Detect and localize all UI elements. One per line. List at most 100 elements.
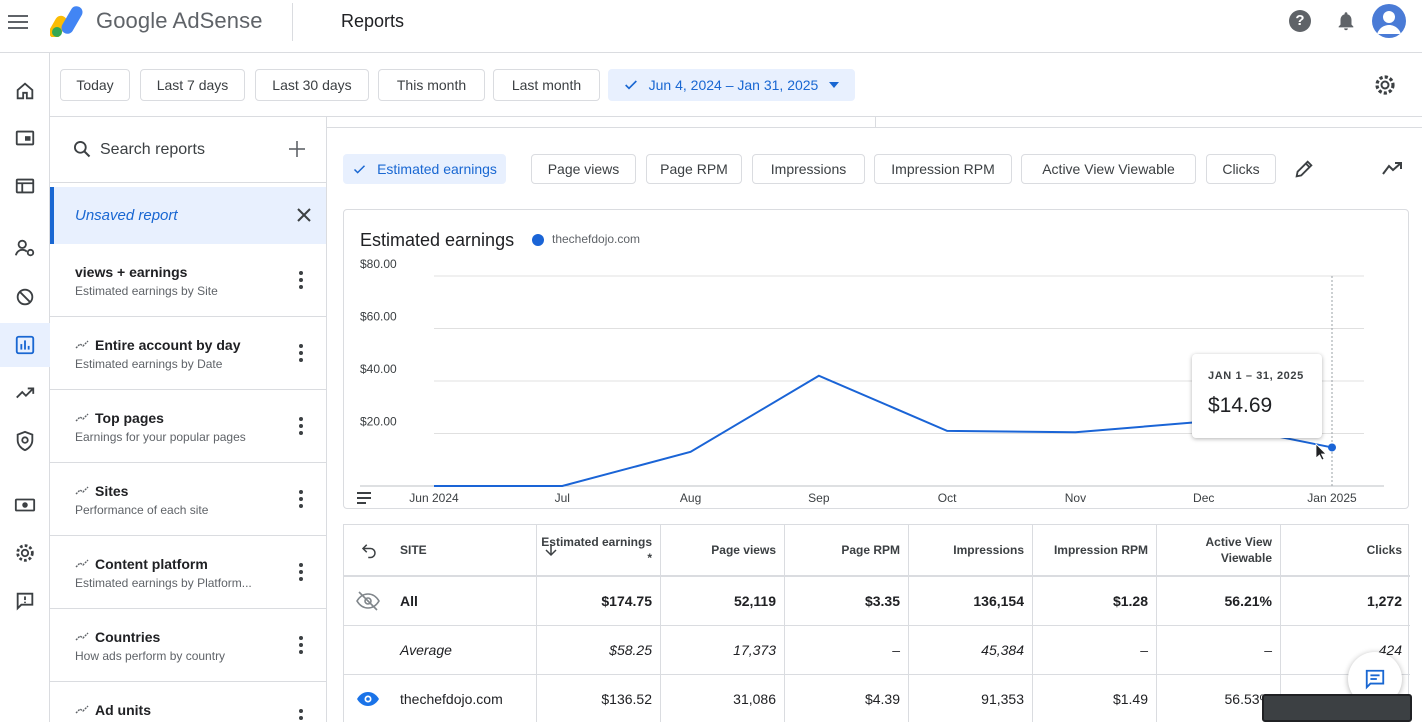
column-header[interactable]: Impressions xyxy=(953,543,1024,557)
column-divider xyxy=(1156,525,1157,722)
policy-center-icon[interactable] xyxy=(0,419,50,463)
help-icon[interactable]: ? xyxy=(1289,10,1311,32)
more-options-icon[interactable] xyxy=(296,343,306,363)
column-header[interactable]: Page views xyxy=(711,543,776,557)
custom-date-range-dropdown[interactable]: Jun 4, 2024 – Jan 31, 2025 xyxy=(608,69,855,101)
report-title-text: Top pages xyxy=(95,410,164,426)
navigation-rail xyxy=(0,53,50,722)
visibility-off-icon[interactable] xyxy=(356,577,382,625)
more-options-icon[interactable] xyxy=(296,270,306,290)
chart-menu-icon[interactable] xyxy=(357,492,371,504)
sort-descending-icon[interactable] xyxy=(544,525,560,575)
close-icon[interactable] xyxy=(295,206,313,224)
date-chip-this-month[interactable]: This month xyxy=(378,69,485,101)
report-list-item[interactable]: Content platform Estimated earnings by Pl… xyxy=(50,536,326,609)
feedback-nav-icon[interactable] xyxy=(0,579,50,623)
report-list-item[interactable]: Entire account by day Estimated earnings … xyxy=(50,317,326,390)
y-tick-label: $40.00 xyxy=(360,362,397,376)
column-header[interactable]: Page RPM xyxy=(841,543,900,557)
metric-chip-estimated-earnings[interactable]: Estimated earnings xyxy=(343,154,506,184)
reports-panel: Unsaved report views + earnings Estimated… xyxy=(50,117,327,722)
table-cell: 56.53% xyxy=(1224,691,1272,707)
payments-icon[interactable] xyxy=(0,483,50,527)
report-list-item[interactable]: Countries How ads perform by country xyxy=(50,609,326,682)
series-line xyxy=(434,374,1333,487)
date-chip-last-7-days[interactable]: Last 7 days xyxy=(140,69,245,101)
sites-icon[interactable] xyxy=(0,164,50,208)
table-cell: – xyxy=(1140,642,1148,658)
header-divider xyxy=(292,3,293,41)
table-row: All $174.75 52,119 $3.35 136,154 $1.28 56.21% 1… xyxy=(344,577,1410,626)
more-options-icon[interactable] xyxy=(296,635,306,655)
column-divider xyxy=(784,525,785,722)
more-options-icon[interactable] xyxy=(296,708,306,722)
table-cell: 17,373 xyxy=(733,642,776,658)
settings-nav-icon[interactable] xyxy=(0,531,50,575)
metric-chip-active-view-viewable[interactable]: Active View Viewable xyxy=(1021,154,1196,184)
report-subtitle: Performance of each site xyxy=(75,503,209,517)
privacy-messaging-icon[interactable] xyxy=(0,226,50,270)
account-avatar[interactable] xyxy=(1372,4,1406,38)
report-title: views + earnings xyxy=(75,264,187,280)
column-header[interactable]: Clicks xyxy=(1366,543,1402,557)
date-chip-last-30-days[interactable]: Last 30 days xyxy=(255,69,369,101)
search-icon xyxy=(74,141,91,158)
metric-chip-impressions[interactable]: Impressions xyxy=(752,154,865,184)
menu-icon[interactable] xyxy=(8,11,30,33)
reports-icon[interactable] xyxy=(0,323,50,367)
report-list-item[interactable]: Ad units xyxy=(50,682,326,722)
sparkline-icon xyxy=(75,559,89,568)
table-cell: 91,353 xyxy=(981,691,1024,707)
settings-icon[interactable] xyxy=(1373,73,1397,97)
date-range-bar: Today Last 7 days Last 30 days This mont… xyxy=(50,53,1422,117)
date-chip-last-month[interactable]: Last month xyxy=(493,69,600,101)
mouse-cursor xyxy=(1315,443,1327,461)
report-list-item[interactable]: Top pages Earnings for your popular pages xyxy=(50,390,326,463)
sparkline-icon xyxy=(75,413,89,422)
metric-chip-page-rpm[interactable]: Page RPM xyxy=(646,154,742,184)
report-main: Estimated earnings Page views Page RPM I… xyxy=(327,117,1422,722)
notifications-icon[interactable] xyxy=(1335,10,1357,32)
report-subtitle: Earnings for your popular pages xyxy=(75,430,246,444)
adsense-logo[interactable] xyxy=(50,5,86,37)
blocking-controls-icon[interactable] xyxy=(0,275,50,319)
sparkline-icon xyxy=(75,705,89,714)
more-options-icon[interactable] xyxy=(296,562,306,582)
date-chip-today[interactable]: Today xyxy=(60,69,130,101)
compare-trend-icon[interactable] xyxy=(1381,158,1405,180)
brand-name: Google AdSense xyxy=(96,8,263,33)
report-title-text: Content platform xyxy=(95,556,208,572)
site-cell: Average xyxy=(400,642,452,658)
report-subtitle: How ads perform by country xyxy=(75,649,226,663)
unsaved-report-item[interactable]: Unsaved report xyxy=(50,187,326,244)
ads-icon[interactable] xyxy=(0,116,50,160)
more-options-icon[interactable] xyxy=(296,416,306,436)
table-cell: $58.25 xyxy=(609,642,652,658)
site-cell: thechefdojo.com xyxy=(400,691,503,707)
optimization-icon[interactable] xyxy=(0,371,50,415)
table-row: Average $58.25 17,373–45,384– –424 xyxy=(344,626,1410,675)
visibility-icon[interactable] xyxy=(356,675,382,722)
metric-chip-impression-rpm[interactable]: Impression RPM xyxy=(874,154,1012,184)
report-title: Entire account by day xyxy=(75,337,240,353)
undo-icon[interactable] xyxy=(360,525,380,575)
add-report-icon[interactable] xyxy=(288,140,306,158)
metric-chip-clicks[interactable]: Clicks xyxy=(1206,154,1276,184)
column-header-site[interactable]: SITE xyxy=(400,543,427,557)
earnings-line-chart[interactable]: $20.00 $40.00 $60.00 $80.00 Jun 2024 Jul Aug Se… xyxy=(344,210,1410,510)
table-cell: 136,154 xyxy=(973,593,1024,609)
search-reports-input[interactable] xyxy=(100,138,280,162)
column-header[interactable]: Estimated earnings * xyxy=(541,535,652,565)
edit-metrics-icon[interactable] xyxy=(1293,158,1315,180)
metric-chip-page-views[interactable]: Page views xyxy=(531,154,636,184)
home-icon[interactable] xyxy=(0,69,50,113)
report-list-item[interactable]: Sites Performance of each site xyxy=(50,463,326,536)
report-list-item[interactable]: views + earnings Estimated earnings by Si… xyxy=(50,244,326,317)
more-options-icon[interactable] xyxy=(296,489,306,509)
metric-label: Estimated earnings xyxy=(377,161,497,177)
column-header[interactable]: Impression RPM xyxy=(1053,543,1148,557)
table-cell: 31,086 xyxy=(733,691,776,707)
table-cell: – xyxy=(892,642,900,658)
x-tick-label: Oct xyxy=(938,491,957,505)
column-header[interactable]: Active View Viewable xyxy=(1205,535,1272,565)
